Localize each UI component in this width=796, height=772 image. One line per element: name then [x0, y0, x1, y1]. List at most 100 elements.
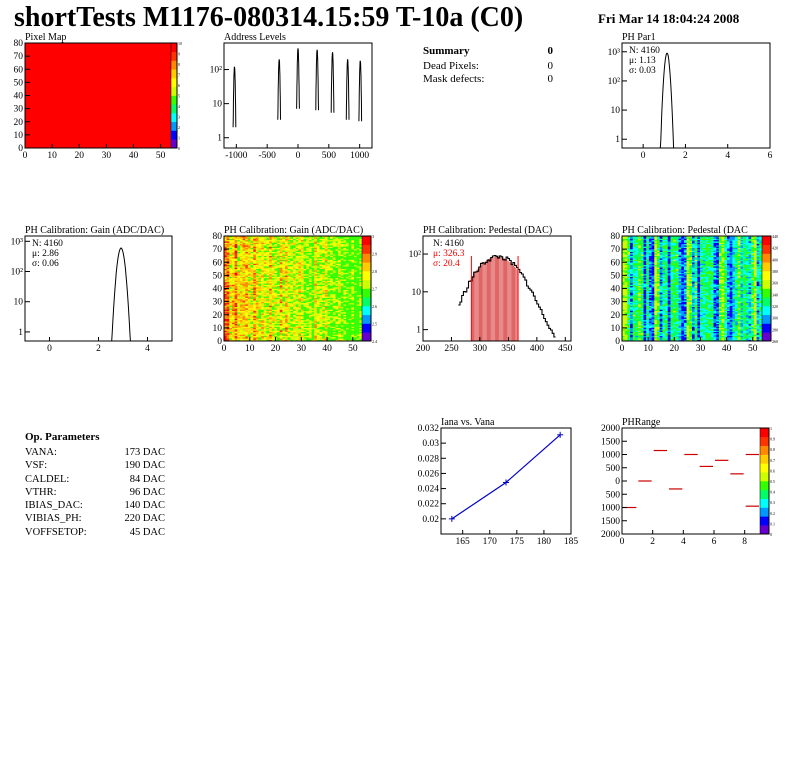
- heatmap-cell: [258, 300, 262, 302]
- heatmap-cell: [322, 255, 326, 258]
- heatmap-cell: [258, 288, 262, 291]
- heatmap-cell: [306, 275, 310, 277]
- heatmap-cell: [332, 329, 336, 331]
- heatmap-cell: [343, 339, 347, 342]
- heatmap-cell: [287, 322, 291, 325]
- heatmap-cell: [354, 316, 357, 318]
- heatmap-cell: [277, 310, 280, 313]
- x-tick-label: 0: [47, 344, 52, 354]
- y-tick-label: 10³: [608, 48, 621, 58]
- heatmap-cell: [263, 306, 267, 309]
- heatmap-cell: [327, 254, 331, 256]
- heatmap-cell: [239, 247, 243, 250]
- heatmap-cell: [311, 253, 315, 255]
- heatmap-cell: [303, 320, 307, 322]
- heatmap-cell: [319, 301, 323, 304]
- heatmap-cell: [314, 245, 318, 247]
- heatmap-cell: [330, 317, 334, 319]
- heatmap-cell: [330, 267, 334, 270]
- heatmap-cell: [295, 247, 299, 250]
- heatmap-cell: [231, 291, 235, 293]
- heatmap-cell: [335, 305, 339, 308]
- heatmap-cell: [293, 301, 296, 304]
- heatmap-cell: [282, 302, 286, 305]
- heatmap-cell: [632, 293, 636, 296]
- heatmap-cell: [335, 272, 339, 275]
- heatmap-cell: [237, 335, 241, 338]
- heatmap-cell: [261, 270, 265, 272]
- heatmap-cell: [343, 318, 347, 321]
- heatmap-cell: [229, 309, 233, 312]
- heatmap-cell: [285, 249, 288, 251]
- heatmap-cell: [322, 297, 326, 300]
- heatmap-cell: [258, 337, 262, 339]
- heatmap-cell: [293, 289, 296, 292]
- heatmap-cell: [282, 318, 286, 321]
- heatmap-cell: [282, 245, 286, 247]
- heatmap-cell: [314, 296, 318, 298]
- heatmap-cell: [234, 310, 238, 313]
- heatmap-cell: [338, 335, 341, 338]
- heatmap-cell: [340, 283, 344, 285]
- heatmap-cell: [258, 301, 262, 304]
- colorbar-segment: [171, 51, 177, 61]
- y-tick-label: 20: [213, 311, 223, 321]
- heatmap-cell: [635, 317, 639, 319]
- heatmap-cell: [356, 306, 360, 309]
- heatmap-cell: [314, 337, 318, 339]
- heatmap-cell: [316, 326, 320, 329]
- heatmap-cell: [261, 337, 265, 339]
- heatmap-cell: [231, 329, 235, 331]
- heatmap-cell: [234, 267, 238, 270]
- heatmap-cell: [348, 255, 352, 258]
- heatmap-cell: [224, 260, 227, 263]
- heatmap-cell: [295, 312, 299, 314]
- heatmap-cell: [295, 272, 299, 275]
- heatmap-cell: [271, 308, 275, 310]
- heatmap-cell: [351, 242, 355, 245]
- heatmap-cell: [282, 335, 286, 338]
- heatmap-cell: [229, 321, 233, 323]
- heatmap-cell: [263, 293, 267, 296]
- heatmap-cell: [239, 312, 243, 314]
- heatmap-cell: [308, 306, 312, 309]
- heatmap-cell: [285, 236, 288, 238]
- heatmap-cell: [279, 266, 283, 268]
- heatmap-cell: [306, 314, 310, 317]
- heatmap-cell: [245, 321, 249, 323]
- heatmap-cell: [293, 283, 296, 285]
- heatmap-cell: [314, 274, 318, 276]
- heatmap-cell: [622, 272, 625, 275]
- heatmap-cell: [351, 292, 355, 294]
- heatmap-cell: [346, 318, 349, 321]
- heatmap-cell: [287, 321, 291, 323]
- heatmap-cell: [311, 270, 315, 272]
- heatmap-cell: [640, 308, 644, 310]
- heatmap-cell: [340, 312, 344, 314]
- heatmap-cell: [266, 300, 270, 302]
- heatmap-cell: [287, 305, 291, 308]
- heatmap-cell: [338, 297, 341, 300]
- heatmap-cell: [311, 264, 315, 267]
- heatmap-cell: [274, 295, 278, 297]
- heatmap-cell: [242, 245, 246, 247]
- heatmap-cell: [277, 325, 280, 327]
- heatmap-cell: [314, 271, 318, 273]
- heatmap-cell: [311, 326, 315, 329]
- heatmap-cell: [627, 263, 631, 266]
- heatmap-cell: [359, 275, 363, 277]
- heatmap-cell: [359, 304, 363, 306]
- heatmap-cell: [253, 262, 257, 264]
- heatmap-cell: [295, 257, 299, 259]
- heatmap-cell: [316, 267, 320, 270]
- heatmap-cell: [266, 288, 270, 291]
- heatmap-cell: [242, 335, 246, 338]
- heatmap-cell: [332, 289, 336, 292]
- heatmap-cell: [354, 259, 357, 262]
- heatmap-cell: [638, 297, 642, 300]
- heatmap-cell: [351, 302, 355, 305]
- heatmap-cell: [253, 329, 257, 331]
- heatmap-cell: [239, 263, 243, 266]
- x-tick-label: 1000: [350, 151, 369, 161]
- heatmap-cell: [234, 302, 238, 305]
